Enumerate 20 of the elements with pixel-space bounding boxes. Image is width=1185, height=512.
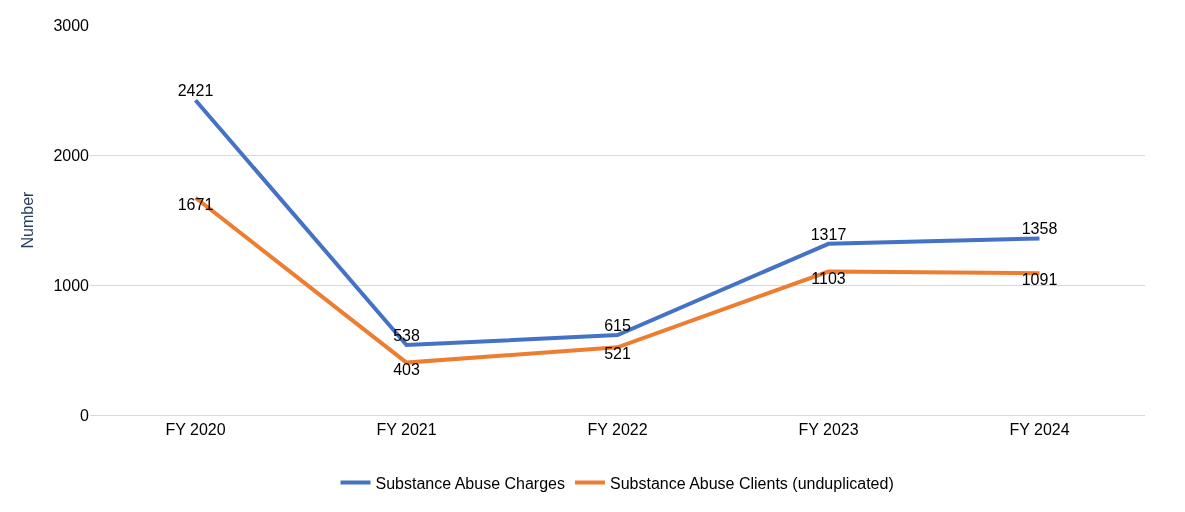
x-tick-label: FY 2020 — [165, 421, 226, 439]
data-label: 2421 — [177, 82, 214, 100]
data-label: 1358 — [1021, 220, 1058, 238]
y-tick-label: 2000 — [53, 146, 90, 164]
data-label: 1091 — [1021, 271, 1058, 289]
legend-label: Substance Abuse Charges — [375, 474, 565, 492]
y-tick-label: 0 — [80, 406, 90, 424]
data-label: 1103 — [811, 269, 846, 287]
x-tick-label: FY 2022 — [587, 421, 648, 439]
x-tick-label: FY 2024 — [1009, 421, 1070, 439]
x-tick-label: FY 2021 — [376, 421, 437, 439]
legend-label: Substance Abuse Clients (unduplicated) — [609, 474, 894, 492]
y-axis-title: Number — [19, 190, 37, 249]
data-label: 403 — [393, 360, 420, 378]
data-label: 521 — [604, 345, 631, 363]
data-label: 615 — [604, 317, 631, 335]
x-tick-label: FY 2023 — [798, 421, 859, 439]
y-tick-label: 3000 — [53, 16, 90, 34]
data-label: 1317 — [810, 225, 847, 243]
y-tick-label: 1000 — [53, 276, 90, 294]
